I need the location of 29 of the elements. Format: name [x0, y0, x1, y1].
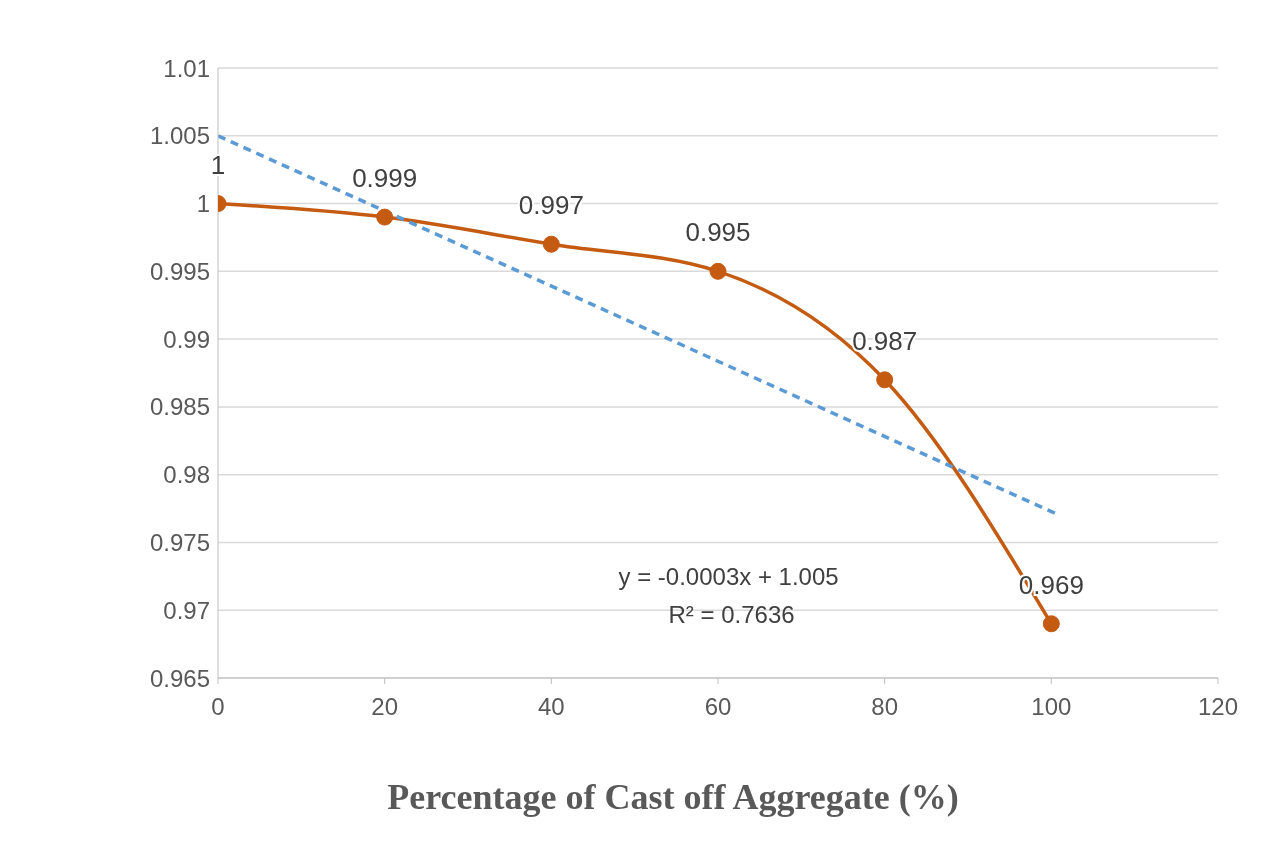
point — [376, 208, 394, 226]
point — [1042, 615, 1060, 633]
y-tick-label: 0.995 — [149, 257, 210, 285]
data-label: 0.995 — [685, 217, 751, 248]
data-label: 0.997 — [518, 190, 584, 221]
y-tick-label: 1.01 — [163, 54, 210, 82]
y-tick-label: 1.005 — [149, 122, 210, 150]
x-tick-label: 60 — [704, 693, 732, 721]
y-tick-label: 0.985 — [149, 393, 210, 421]
data-label: 0.999 — [352, 163, 418, 194]
y-tick-label: 0.98 — [163, 461, 210, 489]
x-tick-label: 0 — [211, 693, 225, 721]
point — [542, 235, 560, 253]
annotation: y = -0.0003x + 1.005 — [618, 563, 839, 591]
x-tick-label: 120 — [1197, 693, 1239, 721]
y-tick-label: 1 — [196, 190, 210, 218]
y-tick-label: 0.975 — [149, 528, 210, 556]
data-label: 0.987 — [852, 325, 918, 356]
x-tick-label: 80 — [871, 693, 899, 721]
x-tick-label: 20 — [371, 693, 399, 721]
y-tick-label: 0.97 — [163, 596, 210, 624]
x-tick-label: 40 — [537, 693, 565, 721]
x-axis-title: Percentage of Cast off Aggregate (%) — [386, 776, 960, 818]
point — [709, 262, 727, 280]
x-tick-label: 100 — [1031, 693, 1072, 721]
annotation: R² = 0.7636 — [668, 601, 795, 629]
y-tick-label: 0.965 — [149, 664, 210, 692]
y-tick-label: 0.99 — [163, 325, 210, 353]
point — [876, 371, 894, 389]
